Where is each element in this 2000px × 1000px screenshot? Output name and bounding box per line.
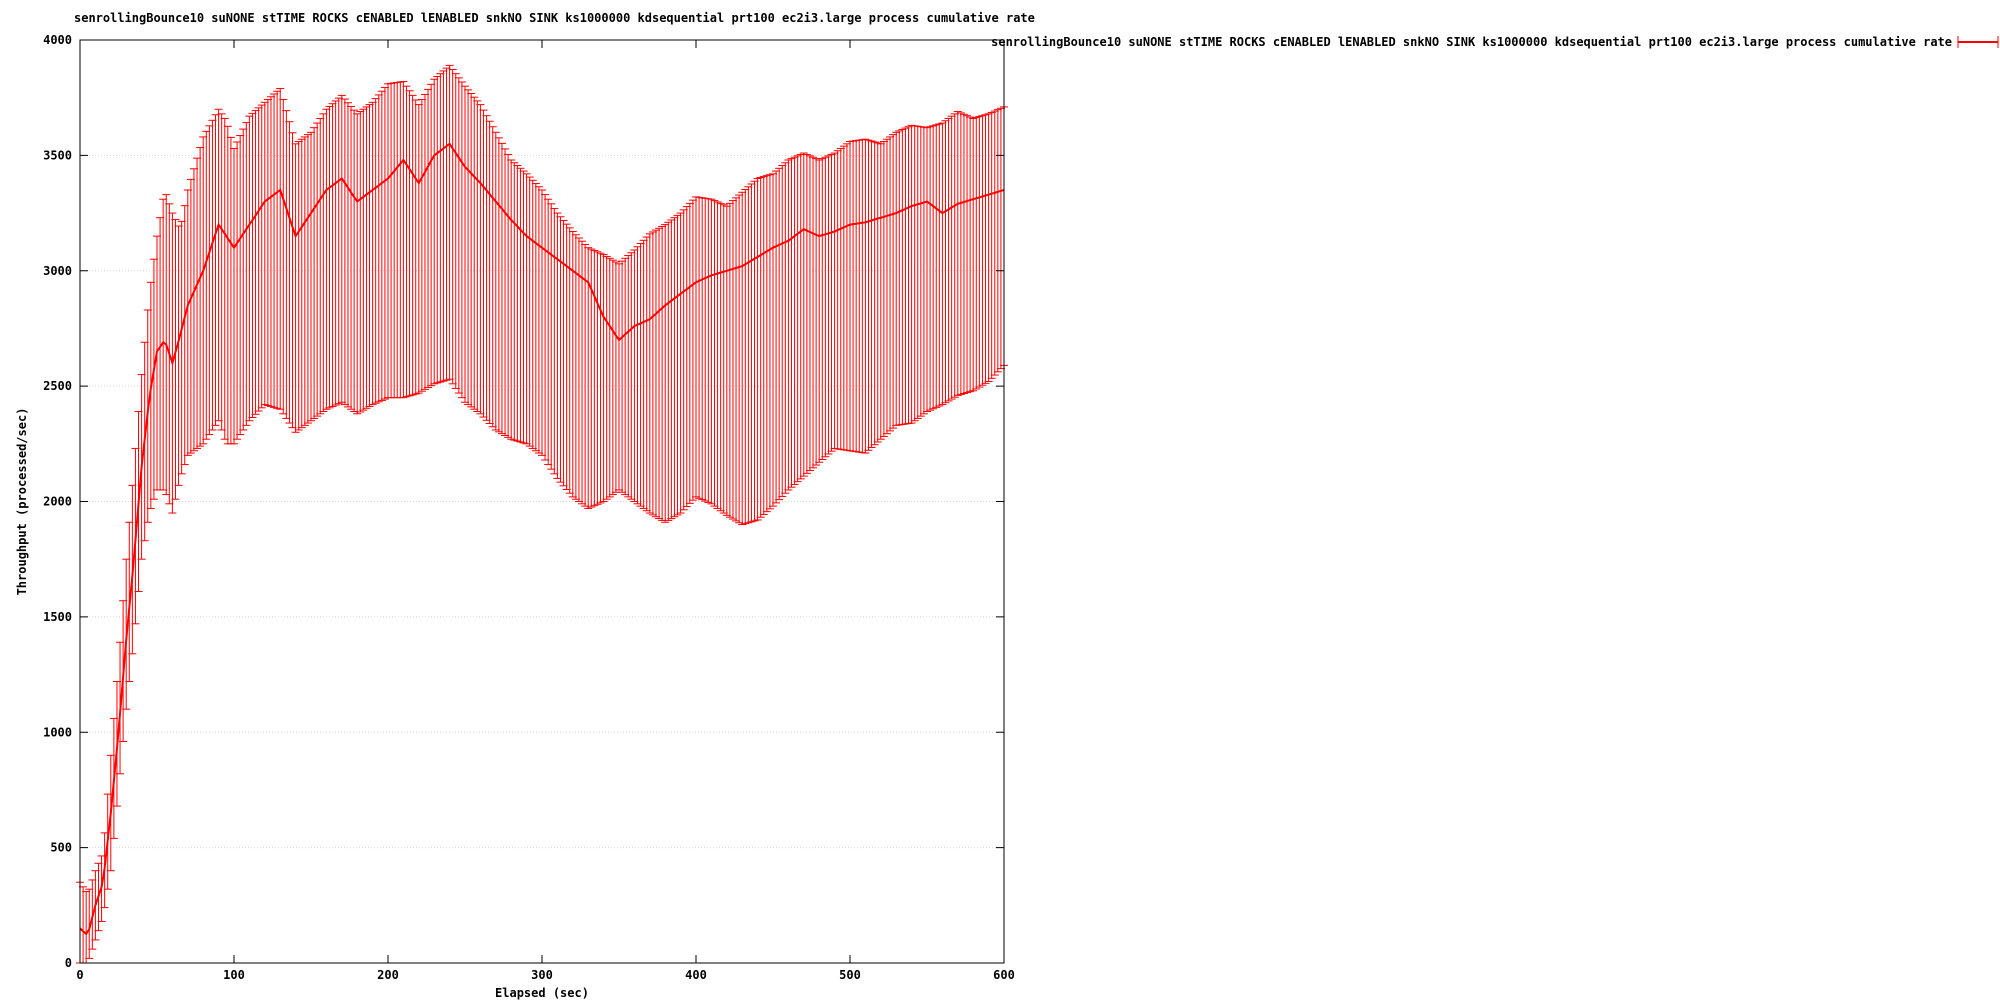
data-series xyxy=(76,64,1008,964)
axis-ticks xyxy=(79,39,1005,964)
y-tick-label: 3500 xyxy=(43,148,72,162)
legend-entry-label: senrollingBounce10 suNONE stTIME ROCKS c… xyxy=(991,35,1952,49)
legend: senrollingBounce10 suNONE stTIME ROCKS c… xyxy=(991,35,1999,49)
x-tick-label: 100 xyxy=(223,968,245,982)
x-tick-label: 0 xyxy=(76,968,83,982)
y-tick-label: 2000 xyxy=(43,495,72,509)
chart-title: senrollingBounce10 suNONE stTIME ROCKS c… xyxy=(74,11,1035,25)
x-axis-tick-labels: 0 100 200 300 400 500 600 xyxy=(76,968,1014,982)
y-tick-label: 1000 xyxy=(43,725,72,739)
x-tick-label: 500 xyxy=(839,968,861,982)
x-axis-label: Elapsed (sec) xyxy=(495,986,589,1000)
y-tick-label: 1500 xyxy=(43,610,72,624)
y-axis-label: Throughput (processed/sec) xyxy=(15,408,29,596)
y-tick-label: 2500 xyxy=(43,379,72,393)
x-tick-label: 600 xyxy=(993,968,1015,982)
y-tick-label: 3000 xyxy=(43,264,72,278)
x-tick-label: 300 xyxy=(531,968,553,982)
x-tick-label: 200 xyxy=(377,968,399,982)
y-tick-label: 4000 xyxy=(43,33,72,47)
y-tick-label: 500 xyxy=(50,841,72,855)
legend-key-errorbar xyxy=(1957,36,1999,48)
y-axis-tick-labels: 0 500 1000 1500 2000 2500 3000 3500 4000 xyxy=(43,33,72,970)
series-line xyxy=(79,142,1005,936)
x-tick-label: 400 xyxy=(685,968,707,982)
y-tick-label: 0 xyxy=(65,956,72,970)
